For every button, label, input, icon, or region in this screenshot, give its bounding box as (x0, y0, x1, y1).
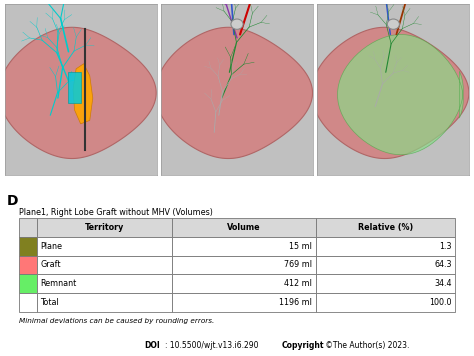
Bar (172, 237, 316, 256)
Bar (37, 218, 172, 237)
Bar (18, 218, 37, 237)
Bar (37, 237, 172, 256)
Bar (18, 256, 37, 274)
Ellipse shape (387, 19, 400, 29)
Text: Plane1, Right Lobe Graft without MHV (Volumes): Plane1, Right Lobe Graft without MHV (Vo… (18, 208, 212, 218)
Polygon shape (155, 27, 312, 158)
Bar (18, 293, 37, 312)
Bar (172, 218, 316, 237)
Polygon shape (0, 27, 156, 158)
Bar (316, 218, 456, 237)
Bar (316, 293, 456, 312)
Bar (316, 256, 456, 274)
Text: Volume: Volume (227, 223, 260, 232)
Text: 34.4: 34.4 (434, 279, 452, 288)
Bar (172, 293, 316, 312)
Text: ©The Author(s) 2023.: ©The Author(s) 2023. (323, 341, 410, 350)
Text: Remnant: Remnant (40, 279, 77, 288)
Text: : 10.5500/wjt.v13.i6.290: : 10.5500/wjt.v13.i6.290 (165, 341, 261, 350)
Bar (37, 256, 172, 274)
Text: 15 ml: 15 ml (289, 242, 312, 251)
Bar (316, 237, 456, 256)
Ellipse shape (231, 19, 243, 29)
Bar (37, 293, 172, 312)
Text: Relative (%): Relative (%) (358, 223, 413, 232)
Text: Territory: Territory (84, 223, 124, 232)
Text: Plane: Plane (40, 242, 63, 251)
Text: 64.3: 64.3 (434, 260, 452, 269)
Text: Copyright: Copyright (281, 341, 324, 350)
Text: Graft: Graft (40, 260, 61, 269)
Text: Minimal deviations can be caused by rounding errors.: Minimal deviations can be caused by roun… (18, 318, 214, 324)
Text: 769 ml: 769 ml (284, 260, 312, 269)
Bar (172, 274, 316, 293)
Text: 100.0: 100.0 (429, 298, 452, 307)
Text: 412 ml: 412 ml (284, 279, 312, 288)
Polygon shape (337, 35, 463, 155)
Polygon shape (69, 72, 81, 103)
Text: DOI: DOI (144, 341, 160, 350)
Text: 1.3: 1.3 (439, 242, 452, 251)
Bar (37, 274, 172, 293)
Bar (18, 274, 37, 293)
Text: D: D (7, 194, 18, 208)
Text: Total: Total (40, 298, 59, 307)
Polygon shape (312, 27, 469, 158)
Bar (316, 274, 456, 293)
Bar (18, 237, 37, 256)
Bar (172, 256, 316, 274)
Polygon shape (73, 64, 93, 124)
Text: 1196 ml: 1196 ml (279, 298, 312, 307)
